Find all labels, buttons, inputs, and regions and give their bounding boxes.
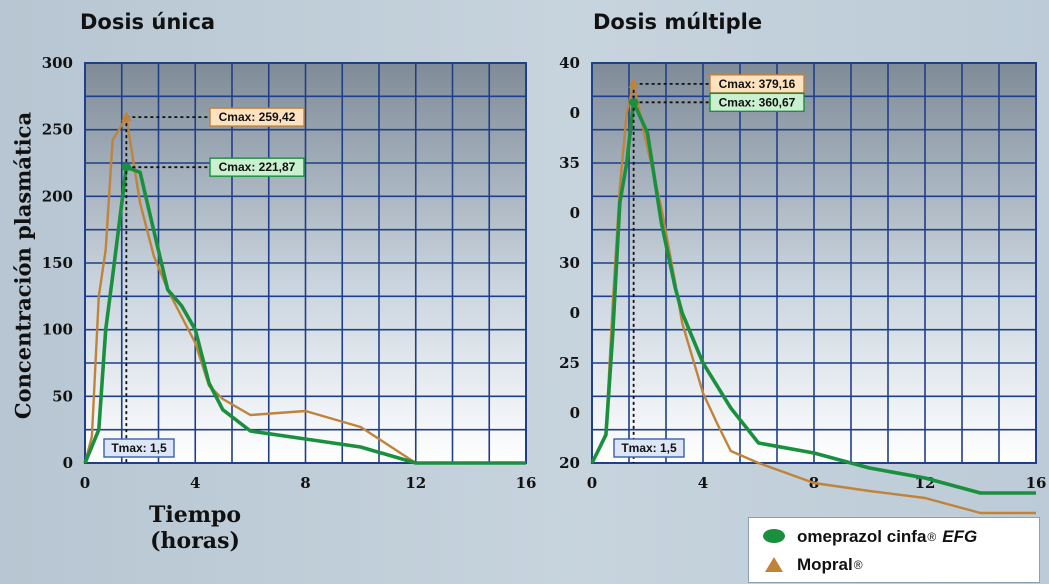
y-tick-label: 0 [570,404,580,422]
legend-item-omeprazol: omeprazol cinfa ® EFG [763,524,977,550]
legend-omeprazol-name: omeprazol cinfa [797,527,927,546]
tmax-label: Tmax: 1,5 [621,441,677,455]
series-line-green [83,165,526,465]
cmax-label-box-green [209,157,305,177]
y-tick-label: 100 [42,321,73,339]
x-tick-label: 12 [405,474,426,492]
tmax-label: Tmax: 1,5 [111,441,167,455]
y-tick-label: 150 [42,254,73,272]
y-tick-label: 25 [559,354,580,372]
cmax-label-box-orange [209,107,305,127]
series-line-orange [590,82,1036,515]
green-ellipse-icon [763,529,785,545]
series-line-green [590,100,1036,495]
y-tick-label: 50 [52,387,73,405]
orange-triangle-icon [763,557,785,573]
single-dose-chart: 0 4 8 12 16 0 50 100 150 200 250 300 Cmax: 259,42 Cma… [42,54,537,492]
y-tick-label: 0 [570,304,580,322]
y-tick-label: 0 [63,454,73,472]
y-tick-label: 30 [559,254,580,272]
y-tick-label: 200 [42,187,73,205]
x-tick-label: 4 [190,474,200,492]
cmax-ellipse-marker [628,98,639,107]
y-tick-label: 300 [42,54,73,72]
legend-omeprazol-suffix: EFG [942,527,978,546]
multiple-dose-title: Dosis múltiple [593,10,763,34]
cmax-label-green: Cmax: 360,67 [719,95,796,109]
x-axis-label: Tiempo (horas) [105,502,285,554]
cmax-triangle-marker [121,111,132,122]
legend-omeprazol-reg: ® [927,530,937,544]
tmax-label-box [613,438,685,458]
x-tick-label: 16 [1026,474,1047,492]
y-tick-label: 20 [559,454,580,472]
x-tick-label: 0 [80,474,90,492]
y-tick-label: 40 [559,54,580,72]
legend-item-mopral: Mopral ® [763,552,863,578]
cmax-label-box-green [709,92,805,113]
y-tick-label: 0 [570,204,580,222]
plot-border [84,62,527,464]
x-tick-label: 16 [516,474,537,492]
y-tick-label: 0 [570,104,580,122]
legend-mopral-reg: ® [853,558,863,572]
series-line-orange [83,115,526,465]
x-tick-label: 8 [300,474,310,492]
cmax-label-green: Cmax: 221,87 [219,160,296,174]
cmax-ellipse-marker [121,163,132,172]
y-axis-label: Concentración plasmática [10,111,36,420]
plot-border [591,62,1037,464]
x-tick-label: 4 [698,474,708,492]
cmax-label-orange: Cmax: 259,42 [219,110,296,124]
tmax-label-box [103,438,175,458]
x-tick-label: 0 [587,474,597,492]
x-axis-label-line1: Tiempo [148,502,242,528]
x-axis-label-line2: (horas) [150,528,240,554]
single-dose-title: Dosis única [80,10,216,34]
cmax-triangle-marker [628,77,639,88]
legend: omeprazol cinfa ® EFG Mopral ® [748,517,1040,583]
y-tick-label: 250 [42,121,73,139]
legend-mopral-name: Mopral [797,555,853,574]
y-tick-label: 35 [559,154,580,172]
cmax-label-orange: Cmax: 379,16 [719,77,796,91]
